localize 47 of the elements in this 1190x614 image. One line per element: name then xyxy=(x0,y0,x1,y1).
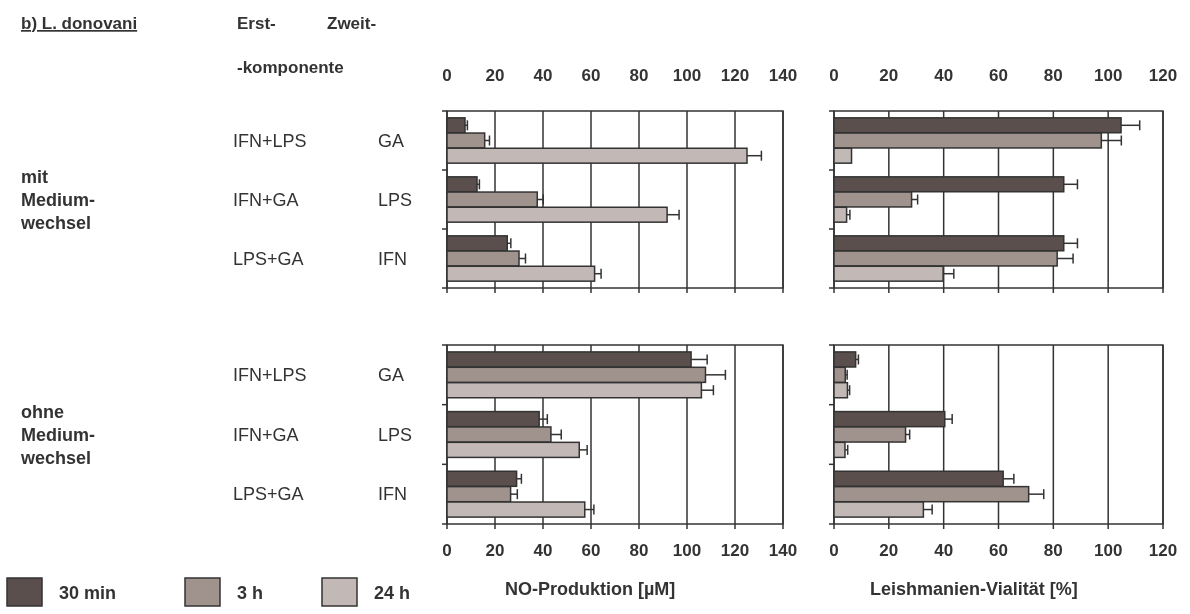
x-tick-label: 80 xyxy=(629,66,649,85)
x-tick-label: 40 xyxy=(533,66,553,85)
x-axis-title: Leishmanien-Vialität [%] xyxy=(870,579,1078,599)
x-tick-label: 20 xyxy=(485,66,505,85)
x-tick-label: 0 xyxy=(442,541,452,560)
x-tick-label: 0 xyxy=(829,66,839,85)
category-label: IFN+GA LPS xyxy=(233,424,413,445)
x-tick-label: 120 xyxy=(1148,66,1178,85)
category-label: IFN+LPS GA xyxy=(233,130,405,151)
x-tick-label: 60 xyxy=(581,541,601,560)
category-label: IFN+GA LPS xyxy=(233,189,413,210)
x-tick-label: 140 xyxy=(768,66,798,85)
x-tick-label: 0 xyxy=(829,541,839,560)
category-label: LPS+GA IFN xyxy=(233,484,407,505)
x-tick-label: 120 xyxy=(720,66,750,85)
x-tick-label: 120 xyxy=(720,541,750,560)
y-axis-title: mit Medium-wechsel xyxy=(20,166,95,233)
text: Zweit- xyxy=(327,14,377,33)
y-axis-title: ohne Medium-wechsel xyxy=(20,401,95,468)
legend-label: 24 h xyxy=(374,583,411,603)
x-tick-label: 40 xyxy=(934,66,954,85)
x-tick-label: 60 xyxy=(989,541,1008,560)
legend-label: 3 h xyxy=(237,583,264,603)
x-tick-label: 100 xyxy=(1093,541,1123,560)
text: Erst- xyxy=(237,14,276,33)
x-tick-label: 40 xyxy=(934,541,954,560)
legend-label: 30 min xyxy=(59,583,117,603)
x-tick-label: 80 xyxy=(1043,541,1063,560)
text: -komponente xyxy=(237,58,344,77)
x-tick-label: 140 xyxy=(768,541,798,560)
x-tick-label: 60 xyxy=(581,66,601,85)
x-tick-label: 20 xyxy=(485,541,505,560)
x-tick-label: 100 xyxy=(1093,66,1123,85)
x-tick-label: 20 xyxy=(879,541,899,560)
x-tick-label: 20 xyxy=(879,66,899,85)
x-tick-label: 40 xyxy=(533,541,553,560)
category-label: LPS+GA IFN xyxy=(233,248,407,269)
x-tick-label: 80 xyxy=(1043,66,1063,85)
x-tick-label: 120 xyxy=(1148,541,1178,560)
x-tick-label: 60 xyxy=(989,66,1008,85)
x-tick-label: 80 xyxy=(629,541,649,560)
x-tick-label: 100 xyxy=(672,66,702,85)
x-tick-label: 100 xyxy=(672,541,702,560)
x-tick-label: 0 xyxy=(442,66,452,85)
category-label: IFN+LPS GA xyxy=(233,364,405,385)
text: b) L. donovani xyxy=(21,14,138,33)
x-axis-title: NO-Produktion [µM] xyxy=(505,579,676,599)
